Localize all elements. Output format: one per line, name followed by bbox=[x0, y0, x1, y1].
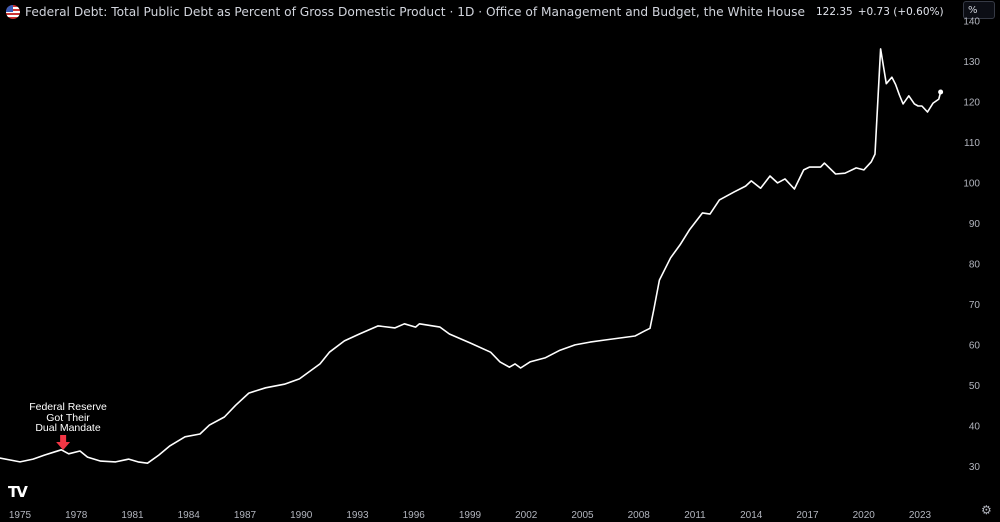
x-tick-label: 1993 bbox=[346, 510, 369, 521]
x-tick-label: 1975 bbox=[9, 510, 32, 521]
x-tick-label: 2020 bbox=[853, 510, 876, 521]
x-tick-label: 1999 bbox=[459, 510, 482, 521]
x-tick-label: 1990 bbox=[290, 510, 313, 521]
x-tick-label: 2017 bbox=[796, 510, 819, 521]
y-tick-label: 70 bbox=[969, 300, 981, 311]
y-tick-label: 100 bbox=[963, 179, 980, 190]
symbol-title[interactable]: Federal Debt: Total Public Debt as Perce… bbox=[25, 5, 805, 19]
x-tick-label: 2011 bbox=[684, 510, 706, 521]
y-axis: 30 40 50 60 70 80 90 100 110 120 130 140 bbox=[963, 17, 980, 474]
debt-series-line bbox=[0, 48, 942, 465]
x-tick-label: 1984 bbox=[178, 510, 201, 521]
x-tick-label: 2014 bbox=[740, 510, 763, 521]
x-tick-label: 2008 bbox=[628, 510, 651, 521]
y-tick-label: 90 bbox=[969, 219, 981, 230]
y-tick-label: 60 bbox=[969, 341, 981, 352]
y-tick-label: 130 bbox=[963, 57, 980, 68]
y-tick-label: 30 bbox=[969, 462, 981, 473]
x-tick-label: 1978 bbox=[65, 510, 88, 521]
unit-percent-button[interactable]: % bbox=[963, 1, 995, 19]
y-tick-label: 80 bbox=[969, 260, 981, 271]
annotation-text: Federal Reserve Got Their Dual Mandate bbox=[18, 402, 118, 434]
annotation-line: Federal Reserve bbox=[29, 401, 107, 413]
x-tick-label: 1987 bbox=[234, 510, 257, 521]
x-tick-label: 1981 bbox=[121, 510, 144, 521]
red-arrow-down-icon bbox=[56, 435, 71, 450]
annotation-line: Dual Mandate bbox=[35, 422, 101, 434]
y-tick-label: 120 bbox=[963, 98, 980, 109]
us-flag-icon bbox=[6, 5, 20, 19]
x-tick-label: 2023 bbox=[909, 510, 932, 521]
x-tick-label: 1996 bbox=[403, 510, 426, 521]
x-axis: 1975 1978 1981 1984 1987 1990 1993 1996 1999 2002… bbox=[9, 510, 932, 521]
annotation-line: Got Their bbox=[46, 411, 90, 424]
y-tick-label: 140 bbox=[963, 17, 980, 28]
last-price: 122.35 bbox=[815, 6, 853, 18]
settings-gear-icon[interactable]: ⚙ bbox=[981, 503, 992, 517]
price-change: +0.73 (+0.60%) bbox=[857, 6, 944, 18]
last-value-dot bbox=[938, 89, 944, 95]
y-tick-label: 40 bbox=[969, 422, 981, 433]
y-tick-label: 50 bbox=[969, 381, 981, 392]
y-tick-label: 110 bbox=[964, 138, 980, 149]
tradingview-logo[interactable]: TV bbox=[8, 483, 28, 501]
x-tick-label: 2002 bbox=[515, 510, 538, 521]
x-tick-label: 2005 bbox=[571, 510, 594, 521]
chart-header: Federal Debt: Total Public Debt as Perce… bbox=[6, 3, 944, 21]
